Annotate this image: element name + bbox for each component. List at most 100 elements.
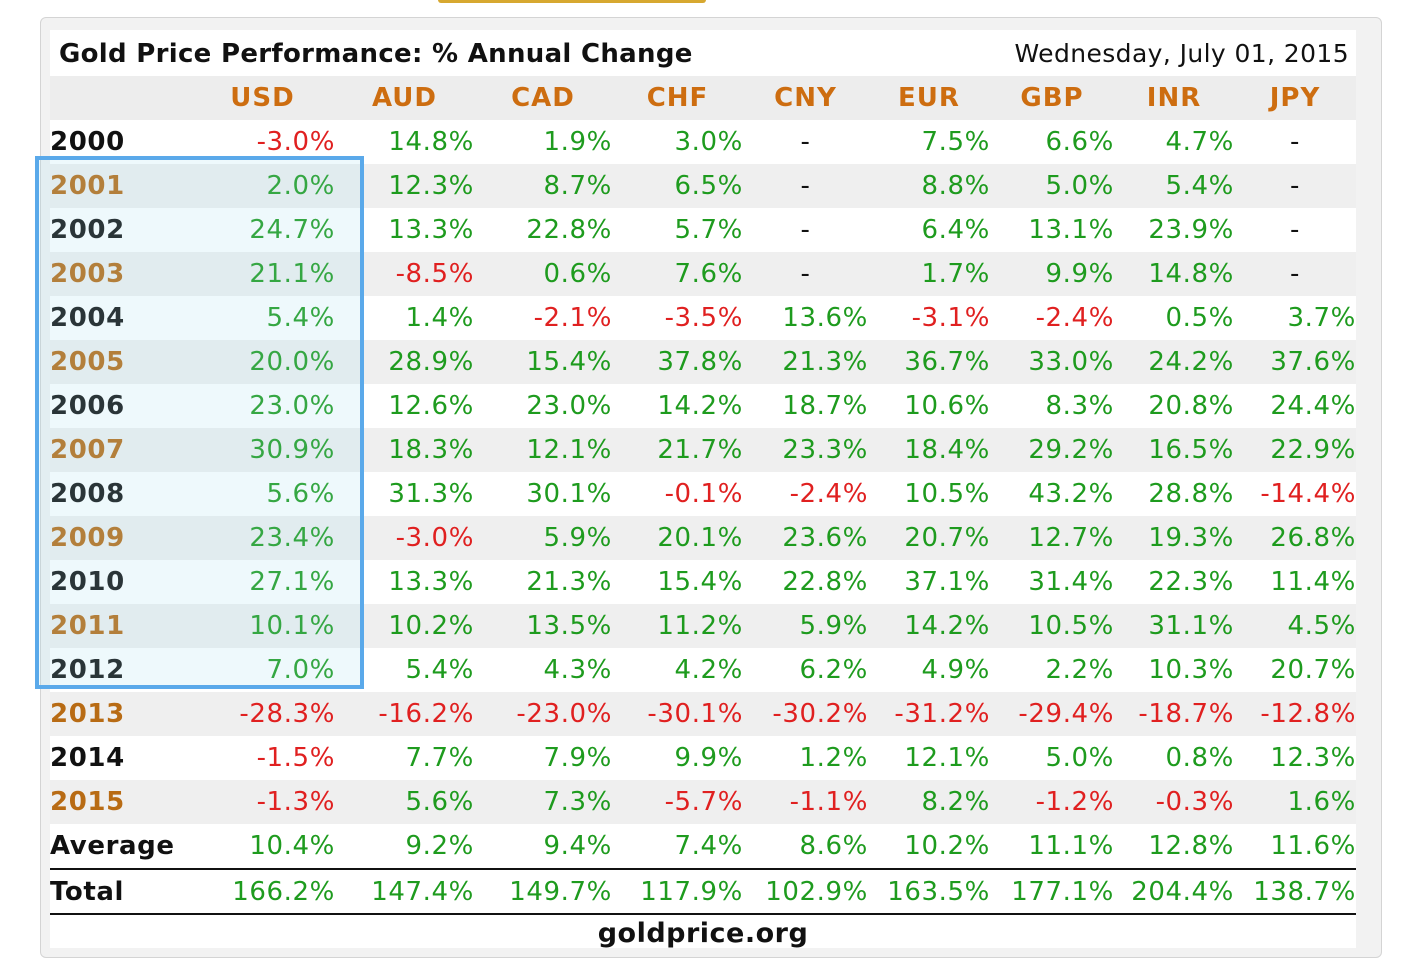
total-cell-inr: 204.4% — [1114, 868, 1234, 915]
footer-source[interactable]: goldprice.org — [597, 918, 809, 949]
year-cell: 2006 — [50, 391, 125, 421]
table-row: 2001 2.0% 12.3% 8.7% 6.5% -8.8% 5.0% 5.4% - — [50, 164, 1356, 208]
value-cell-cad: 13.5% — [474, 604, 612, 648]
total-cell-chf: 117.9% — [612, 868, 743, 915]
value-cell-eur: 37.1% — [904, 567, 990, 597]
value-cell-cny: 23.6% — [743, 516, 868, 560]
average-cell-cad: 9.4% — [543, 831, 612, 861]
average-cell-chf: 7.4% — [674, 831, 743, 861]
value-cell-aud: 14.8% — [388, 127, 474, 157]
value-cell-usd: 2.0% — [190, 164, 335, 208]
value-cell-eur: 20.7% — [868, 516, 990, 560]
widget-date: Wednesday, July 01, 2015 — [1014, 39, 1349, 68]
value-cell-inr: 22.3% — [1148, 567, 1234, 597]
value-cell-usd: 23.4% — [190, 516, 335, 560]
column-header-eur: EUR — [868, 76, 990, 120]
table-row: 2005 20.0% 28.9% 15.4% 37.8% 21.3% 36.7% 33.0% 2… — [50, 340, 1356, 384]
value-cell-cad: 7.9% — [543, 743, 612, 773]
value-cell-cad: 5.9% — [474, 516, 612, 560]
value-cell-eur: 4.9% — [921, 655, 990, 685]
value-cell-aud: 7.7% — [405, 743, 474, 773]
value-cell-chf: 15.4% — [657, 567, 743, 597]
value-cell-cny: 18.7% — [782, 391, 868, 421]
value-cell-eur: 10.6% — [904, 391, 990, 421]
value-cell-cny: -30.2% — [743, 692, 868, 736]
value-cell-gbp: 5.0% — [1045, 743, 1114, 773]
year-cell: 2005 — [50, 340, 190, 384]
average-cell-eur: 10.2% — [904, 831, 990, 861]
value-cell-gbp: 6.6% — [1045, 127, 1114, 157]
value-cell-usd: -28.3% — [190, 692, 335, 736]
table-row: 2015 -1.3% 5.6% 7.3% -5.7% -1.1% 8.2% -1.2% -0.3… — [50, 780, 1356, 824]
widget-title: Gold Price Performance: % Annual Change — [59, 39, 693, 69]
year-cell: 2008 — [50, 479, 125, 509]
value-cell-inr: 20.8% — [1148, 391, 1234, 421]
value-cell-cad: 30.1% — [526, 479, 612, 509]
value-cell-usd: 7.0% — [266, 655, 335, 685]
top-tab-accent — [438, 0, 706, 3]
value-cell-jpy: 26.8% — [1234, 516, 1356, 560]
value-cell-cny: - — [800, 127, 811, 157]
table-row: 2012 7.0% 5.4% 4.3% 4.2% 6.2% 4.9% 2.2% 10.3% 20.… — [50, 648, 1356, 692]
value-cell-gbp: 9.9% — [990, 252, 1114, 296]
year-cell: 2011 — [50, 604, 190, 648]
value-cell-cad: 12.1% — [474, 428, 612, 472]
value-cell-gbp: -1.2% — [990, 780, 1114, 824]
header-corner — [50, 76, 190, 120]
value-cell-chf: -3.5% — [664, 303, 743, 333]
value-cell-cny: 1.2% — [799, 743, 868, 773]
value-cell-jpy: 4.5% — [1234, 604, 1356, 648]
year-cell: 2003 — [50, 252, 190, 296]
value-cell-inr: 23.9% — [1148, 215, 1234, 245]
value-cell-aud: 1.4% — [405, 303, 474, 333]
value-cell-inr: 14.8% — [1114, 252, 1234, 296]
value-cell-aud: 18.3% — [335, 428, 474, 472]
total-cell-jpy: 138.7% — [1234, 868, 1356, 915]
value-cell-usd: -1.3% — [190, 780, 335, 824]
year-cell: 2010 — [50, 567, 125, 597]
value-cell-cad: 22.8% — [526, 215, 612, 245]
value-cell-jpy: -12.8% — [1234, 692, 1356, 736]
total-cell-cny: 102.9% — [743, 868, 868, 915]
value-cell-chf: 4.2% — [674, 655, 743, 685]
value-cell-jpy: 3.7% — [1287, 303, 1356, 333]
value-cell-aud: -3.0% — [335, 516, 474, 560]
value-cell-eur: 14.2% — [868, 604, 990, 648]
year-cell: 2014 — [50, 743, 125, 773]
value-cell-eur: 8.8% — [868, 164, 990, 208]
value-cell-cad: -2.1% — [533, 303, 612, 333]
year-cell: 2013 — [50, 692, 190, 736]
value-cell-cad: 8.7% — [474, 164, 612, 208]
value-cell-usd: -3.0% — [256, 127, 335, 157]
value-cell-inr: 4.7% — [1165, 127, 1234, 157]
value-cell-gbp: -29.4% — [990, 692, 1114, 736]
table-row: 2003 21.1% -8.5% 0.6% 7.6% -1.7% 9.9% 14.8% - — [50, 252, 1356, 296]
performance-table: USD AUD CAD CHF CNY EUR GBP INR JPY 2000 -3.0% 14.… — [50, 76, 1356, 915]
value-cell-aud: 12.6% — [388, 391, 474, 421]
value-cell-inr: 5.4% — [1114, 164, 1234, 208]
value-cell-aud: 10.2% — [335, 604, 474, 648]
value-cell-chf: 5.7% — [674, 215, 743, 245]
column-header-aud: AUD — [335, 76, 474, 120]
year-cell: 2000 — [50, 127, 125, 157]
average-cell-cny: 8.6% — [799, 831, 868, 861]
value-cell-chf: 37.8% — [612, 340, 743, 384]
value-cell-eur: 8.2% — [868, 780, 990, 824]
value-cell-chf: -5.7% — [612, 780, 743, 824]
value-cell-chf: -0.1% — [664, 479, 743, 509]
year-cell: 2015 — [50, 780, 190, 824]
value-cell-cad: 7.3% — [474, 780, 612, 824]
value-cell-usd: 21.1% — [190, 252, 335, 296]
value-cell-cny: - — [800, 215, 811, 245]
value-cell-jpy: - — [1290, 215, 1300, 245]
table-row: 2006 23.0% 12.6% 23.0% 14.2% 18.7% 10.6% 8.3% 20… — [50, 384, 1356, 428]
value-cell-eur: 6.4% — [921, 215, 990, 245]
table-row: 2014 -1.5% 7.7% 7.9% 9.9% 1.2% 12.1% 5.0% 0.8% 12… — [50, 736, 1356, 780]
value-cell-gbp: 5.0% — [990, 164, 1114, 208]
year-cell: 2002 — [50, 215, 125, 245]
value-cell-aud: 31.3% — [388, 479, 474, 509]
value-cell-jpy: - — [1290, 127, 1300, 157]
total-cell-gbp: 177.1% — [990, 868, 1114, 915]
value-cell-cny: 22.8% — [782, 567, 868, 597]
year-cell: 2007 — [50, 428, 190, 472]
